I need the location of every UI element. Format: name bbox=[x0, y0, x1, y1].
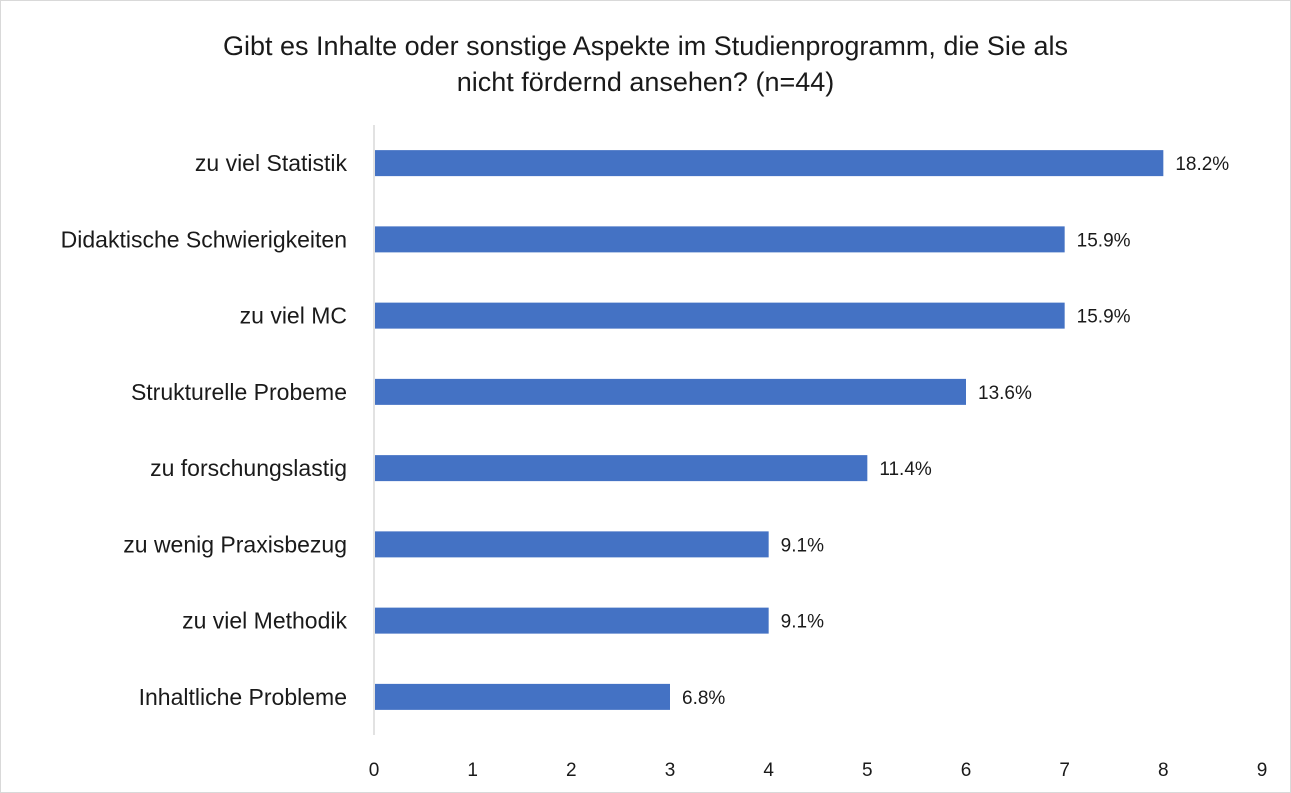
category-label: zu wenig Praxisbezug bbox=[123, 531, 347, 557]
x-tick-label: 0 bbox=[369, 760, 380, 781]
bar bbox=[375, 378, 966, 405]
x-tick-label: 9 bbox=[1257, 760, 1268, 781]
data-label: 15.9% bbox=[1077, 230, 1131, 251]
category-label: Inhaltliche Probleme bbox=[139, 684, 347, 710]
bar bbox=[375, 150, 1164, 177]
bar bbox=[375, 302, 1065, 329]
x-tick-label: 6 bbox=[961, 760, 972, 781]
data-label: 9.1% bbox=[781, 612, 824, 633]
category-label: zu viel Methodik bbox=[182, 608, 347, 634]
bar bbox=[375, 683, 670, 710]
x-tick-label: 1 bbox=[467, 760, 478, 781]
x-tick-label: 4 bbox=[763, 760, 774, 781]
x-tick-label: 3 bbox=[665, 760, 676, 781]
data-label: 9.1% bbox=[781, 535, 824, 556]
category-label: Strukturelle Probeme bbox=[131, 379, 347, 405]
bar bbox=[375, 607, 769, 634]
chart-title-line1: Gibt es Inhalte oder sonstige Aspekte im… bbox=[223, 31, 1068, 61]
category-label: zu viel Statistik bbox=[195, 150, 348, 176]
bar bbox=[375, 531, 769, 558]
x-tick-label: 2 bbox=[566, 760, 577, 781]
x-tick-label: 7 bbox=[1059, 760, 1070, 781]
chart-title-line2: nicht fördernd ansehen? (n=44) bbox=[456, 67, 835, 97]
data-label: 11.4% bbox=[879, 459, 932, 480]
data-label: 15.9% bbox=[1077, 307, 1131, 328]
data-label: 18.2% bbox=[1175, 154, 1229, 175]
category-label: zu viel MC bbox=[240, 303, 347, 329]
data-label: 6.8% bbox=[682, 688, 725, 709]
data-label: 13.6% bbox=[978, 383, 1032, 404]
bar bbox=[375, 455, 868, 482]
category-label: zu forschungslastig bbox=[150, 455, 347, 481]
bar bbox=[375, 226, 1065, 253]
x-tick-label: 5 bbox=[862, 760, 873, 781]
category-label: Didaktische Schwierigkeiten bbox=[61, 226, 347, 252]
x-tick-label: 8 bbox=[1158, 760, 1169, 781]
